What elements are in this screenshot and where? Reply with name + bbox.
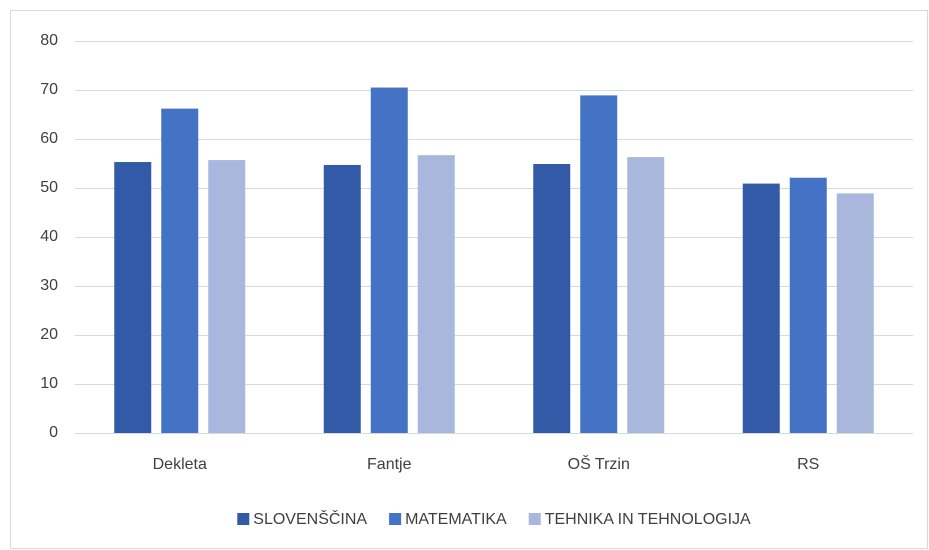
bar <box>627 157 665 433</box>
bar <box>370 87 408 434</box>
bar <box>533 163 571 434</box>
bar <box>323 164 361 433</box>
legend-label: MATEMATIKA <box>405 511 507 528</box>
legend-swatch <box>237 513 250 525</box>
y-tick-label: 50 <box>40 179 58 196</box>
y-tick-label: 30 <box>40 277 58 294</box>
bar <box>114 162 152 433</box>
bar <box>208 160 246 433</box>
legend-swatch <box>389 513 402 525</box>
legend-swatch <box>528 513 541 525</box>
bar <box>580 95 618 433</box>
x-tick-label: Fantje <box>367 456 412 473</box>
y-tick-label: 20 <box>40 326 58 343</box>
legend-label: TEHNIKA IN TEHNOLOGIJA <box>545 511 751 528</box>
bar <box>789 177 827 433</box>
y-tick-label: 80 <box>40 32 58 49</box>
bar <box>836 193 874 433</box>
legend-label: SLOVENŠČINA <box>253 509 367 528</box>
y-tick-label: 70 <box>40 81 58 98</box>
y-tick-label: 40 <box>40 228 58 245</box>
bar <box>742 183 780 433</box>
bar <box>417 155 455 434</box>
y-tick-label: 60 <box>40 130 58 147</box>
x-tick-label: Dekleta <box>153 456 207 473</box>
y-tick-label: 0 <box>49 424 58 441</box>
y-tick-label: 10 <box>40 375 58 392</box>
x-tick-label: OŠ Trzin <box>568 454 630 473</box>
bar <box>161 108 199 434</box>
x-tick-label: RS <box>797 456 819 473</box>
